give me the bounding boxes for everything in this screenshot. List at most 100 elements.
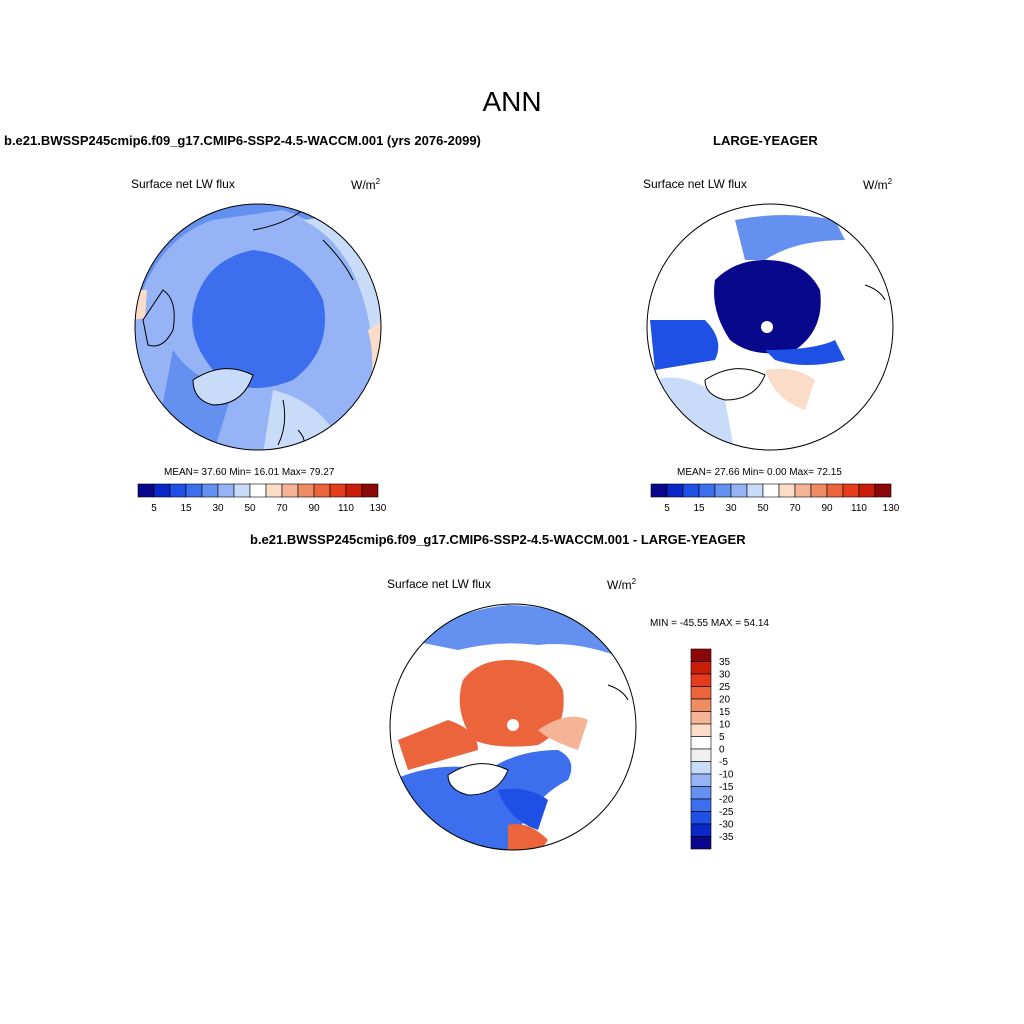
panel-2-variable: Surface net LW flux	[643, 177, 747, 191]
panel-3-colorbar-tick-label: 25	[719, 682, 731, 693]
panel-2-colorbar-swatch	[666, 483, 684, 498]
panel-2-colorbar-swatch	[778, 483, 796, 498]
panel-3-map-border	[389, 603, 637, 851]
panel-3-greenland	[447, 763, 509, 796]
panel-1-colorbar-swatch	[201, 483, 219, 498]
panel-1-colorbar-tick-label: 130	[370, 503, 386, 514]
panel-3-colorbar-tick-label: 0	[719, 745, 725, 756]
panel-1-colorbar-tick-label: 110	[338, 503, 354, 514]
panel-1-colorbar-swatch	[137, 483, 155, 498]
panel-2-field-arctic-core	[714, 260, 821, 354]
panel-2-colorbar-swatch	[794, 483, 812, 498]
panel-1-coastline-siberia	[252, 209, 354, 281]
panel-1-colorbar-tick-label: 5	[151, 503, 157, 514]
panel-1-colorbar-tick-label: 90	[308, 503, 320, 514]
panel-1-colorbar-swatch	[297, 483, 315, 498]
panel-1-colorbar-swatch	[169, 483, 187, 498]
panel-1-coastline-canada	[142, 289, 175, 347]
panel-2-colorbar: 5 15 30 50 70 90 110 130	[650, 483, 899, 514]
panel-1-field-arctic-core	[192, 250, 325, 388]
panel-3-units-base: W/m	[607, 578, 632, 592]
panel-1-colorbar-swatch	[249, 483, 267, 498]
panel-2-colorbar-swatch	[746, 483, 764, 498]
panel-3-field-norwegian-sea	[498, 788, 548, 830]
panel-3-colorbar-tick-label: 30	[719, 670, 731, 681]
panel-3-colorbar-swatch	[690, 686, 712, 700]
panel-3-colorbar-swatch	[690, 711, 712, 725]
panel-1-colorbar-swatch	[281, 483, 299, 498]
panel-3-colorbar-swatch	[690, 761, 712, 775]
panel-1-units-base: W/m	[351, 178, 376, 192]
panel-3-colorbar-swatch	[690, 773, 712, 787]
panel-3-pole-hole	[507, 719, 519, 731]
panel-1-stats: MEAN= 37.60 Min= 16.01 Max= 79.27	[164, 467, 335, 478]
panel-1-colorbar: 5 15 30 50 70 90 110 130	[137, 483, 386, 514]
panel-3-colorbar-tick-label: 10	[719, 720, 731, 731]
panel-1-variable: Surface net LW flux	[131, 177, 235, 191]
panel-2-units-base: W/m	[863, 178, 888, 192]
panel-1-title: b.e21.BWSSP245cmip6.f09_g17.CMIP6-SSP2-4…	[4, 133, 481, 148]
panel-3-field-canada	[398, 720, 478, 770]
panel-3-colorbar-tick-label: 35	[719, 657, 731, 668]
panel-2-pole-hole	[761, 321, 773, 333]
panel-2-coastline-east	[864, 284, 886, 301]
panel-3-field-arctic-core	[459, 660, 564, 747]
panel-1-greenland	[192, 368, 254, 406]
panel-3-colorbar-swatch	[690, 823, 712, 837]
panel-2-colorbar-tick-label: 90	[821, 503, 833, 514]
panel-2-colorbar-swatch	[874, 483, 892, 498]
panel-3-colorbar-swatch	[690, 648, 712, 662]
panel-3-colorbar-tick-label: 20	[719, 695, 731, 706]
panel-3-field-barents	[538, 716, 588, 750]
panel-3-units: W/m2	[607, 577, 636, 592]
panel-1-colorbar-swatch	[361, 483, 379, 498]
panel-3-colorbar-tick-label: 15	[719, 707, 731, 718]
panel-1-colorbar-swatch	[329, 483, 347, 498]
panel-3-colorbar-swatch	[690, 811, 712, 825]
panel-3-colorbar-tick-label: -35	[719, 832, 734, 843]
panel-2-colorbar-swatch	[826, 483, 844, 498]
panel-2-units: W/m2	[863, 177, 892, 192]
panel-2-title: LARGE-YEAGER	[713, 133, 818, 148]
panel-3-title: b.e21.BWSSP245cmip6.f09_g17.CMIP6-SSP2-4…	[250, 532, 746, 547]
panel-3-polar-map	[389, 603, 637, 851]
panel-2-units-exp: 2	[887, 177, 893, 186]
panel-2-colorbar-tick-label: 130	[883, 503, 899, 514]
panel-1-units-exp: 2	[375, 177, 381, 186]
panel-2-colorbar-swatch	[698, 483, 716, 498]
panel-3-colorbar-tick-label: -15	[719, 782, 734, 793]
panel-2-stats: MEAN= 27.66 Min= 0.00 Max= 72.15	[677, 467, 842, 478]
panel-2-field-warm-patch	[765, 368, 815, 410]
panel-1-colorbar-swatch	[233, 483, 251, 498]
panel-3-colorbar-tick-label: -5	[719, 757, 728, 768]
panel-3-colorbar-tick-label: -20	[719, 795, 734, 806]
panel-1-colorbar-swatch	[217, 483, 235, 498]
panel-2-colorbar-swatch	[810, 483, 828, 498]
panel-1-colorbar-tick-label: 30	[212, 503, 224, 514]
panel-3-colorbar-swatch	[690, 736, 712, 750]
panel-3-colorbar-tick-label: -30	[719, 820, 734, 831]
panel-3-variable: Surface net LW flux	[387, 577, 491, 591]
panel-2-colorbar-swatch	[714, 483, 732, 498]
panel-2-field-canada	[650, 320, 719, 370]
panel-2-colorbar-tick-label: 30	[725, 503, 737, 514]
panel-2-field-bering	[735, 215, 845, 260]
panel-3-units-exp: 2	[631, 577, 637, 586]
panel-3-field-scandinavia	[508, 824, 548, 850]
panel-2-colorbar-tick-label: 70	[789, 503, 801, 514]
panel-1-colorbar-swatch	[345, 483, 363, 498]
panel-2-greenland	[704, 368, 766, 401]
panel-1-map-border	[134, 203, 382, 451]
panel-3-coastline-east	[607, 684, 629, 701]
panel-1-colorbar-swatch	[153, 483, 171, 498]
panel-3-colorbar-swatch	[690, 786, 712, 800]
panel-2-colorbar-swatch	[682, 483, 700, 498]
panel-1-colorbar-tick-label: 70	[276, 503, 288, 514]
panel-2-colorbar-swatch	[730, 483, 748, 498]
panel-1-colorbar-swatch	[185, 483, 203, 498]
panel-1-units: W/m2	[351, 177, 380, 192]
panel-2-colorbar-swatch	[762, 483, 780, 498]
panel-1-colorbar-tick-label: 15	[180, 503, 192, 514]
panel-2-colorbar-swatch	[858, 483, 876, 498]
